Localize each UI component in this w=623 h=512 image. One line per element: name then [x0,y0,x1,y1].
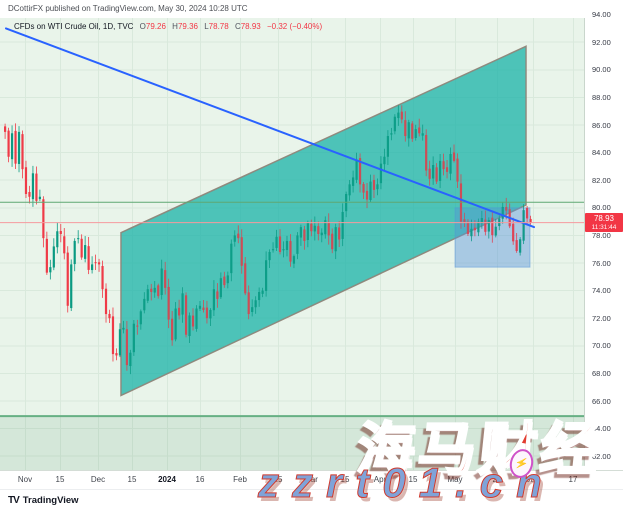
publisher-bar: DCottirFX published on TradingView.com, … [0,0,623,18]
low-label: L [204,22,209,31]
open-label: O [139,22,146,31]
price-tick: 72.00 [592,313,611,323]
price-tick: 74.00 [592,286,611,296]
low-value: 78.78 [208,22,229,31]
time-tick: 16 [195,475,205,484]
symbol-title[interactable]: CFDs on WTI Crude Oil, 1D, TVC [14,22,134,31]
high-label: H [172,22,178,31]
close-value: 78.93 [240,22,261,31]
price-tick: 92.00 [592,37,611,47]
last-price-value: 78.93 [593,214,615,223]
last-price-label: 78.93 11:31:44 [585,213,623,232]
price-chart[interactable]: CFDs on WTI Crude Oil, 1D, TVC O79.26 H7… [0,18,585,470]
time-tick: 15 [55,475,65,484]
price-tick: 76.00 [592,258,611,268]
time-tick: 17 [568,475,578,484]
high-value: 79.36 [177,22,198,31]
symbol-legend[interactable]: CFDs on WTI Crude Oil, 1D, TVC O79.26 H7… [14,22,322,31]
rectangle-veil [455,207,530,268]
price-tick: 94.00 [592,10,611,20]
time-tick: 2024 [158,475,176,484]
time-tick: Nov [17,475,33,484]
time-tick: Feb [233,475,247,484]
time-tick: 15 [340,475,350,484]
tradingview-logo-text: TradingView [22,495,79,506]
tradingview-logo[interactable]: TV TradingView [8,495,79,506]
price-tick: 68.00 [592,368,611,378]
time-tick: 20 [492,475,502,484]
time-tick: May [447,475,463,484]
price-tick: 84.00 [592,148,611,158]
price-tick: 90.00 [592,65,611,75]
time-tick: 15 [127,475,137,484]
price-tick: 70.00 [592,341,611,351]
price-tick: 80.00 [592,203,611,213]
price-tick: 62.00 [592,451,611,461]
time-tick: 15 [273,475,283,484]
price-axis[interactable]: 62.00 64.00 66.00 68.00 70.00 72.00 74.00 76.00… [585,10,623,470]
price-tick: 86.00 [592,120,611,130]
price-tick: 64.00 [592,424,611,434]
time-tick: Mar [304,475,318,484]
price-tick: 88.00 [592,92,611,102]
candlestick-chart-canvas[interactable] [0,18,584,470]
publisher-text: DCottirFX published on TradingView.com, … [8,4,248,13]
time-axis[interactable]: Nov 15 Dec 15 2024 16 Feb 15 Mar 15 Apr 15 May 20 Jun 1… [0,470,623,490]
footer-bar: TV TradingView [0,489,623,512]
tradingview-logo-icon: TV [8,495,20,506]
price-tick: 66.00 [592,396,611,406]
change-value: −0.32 (−0.40%) [266,22,323,31]
price-tick: 82.00 [592,175,611,185]
time-tick: Jun [526,475,540,484]
time-tick: Dec [90,475,106,484]
time-tick: 15 [408,475,418,484]
descending-trendline [5,27,535,229]
bar-countdown: 11:31:44 [591,224,617,231]
open-value: 79.26 [145,22,166,31]
close-label: C [234,22,241,31]
candlestick-series [4,105,532,375]
price-tick: 78.00 [592,230,611,240]
time-tick: Apr [373,475,387,484]
channel-veil [121,46,526,396]
support-zone [0,416,584,470]
